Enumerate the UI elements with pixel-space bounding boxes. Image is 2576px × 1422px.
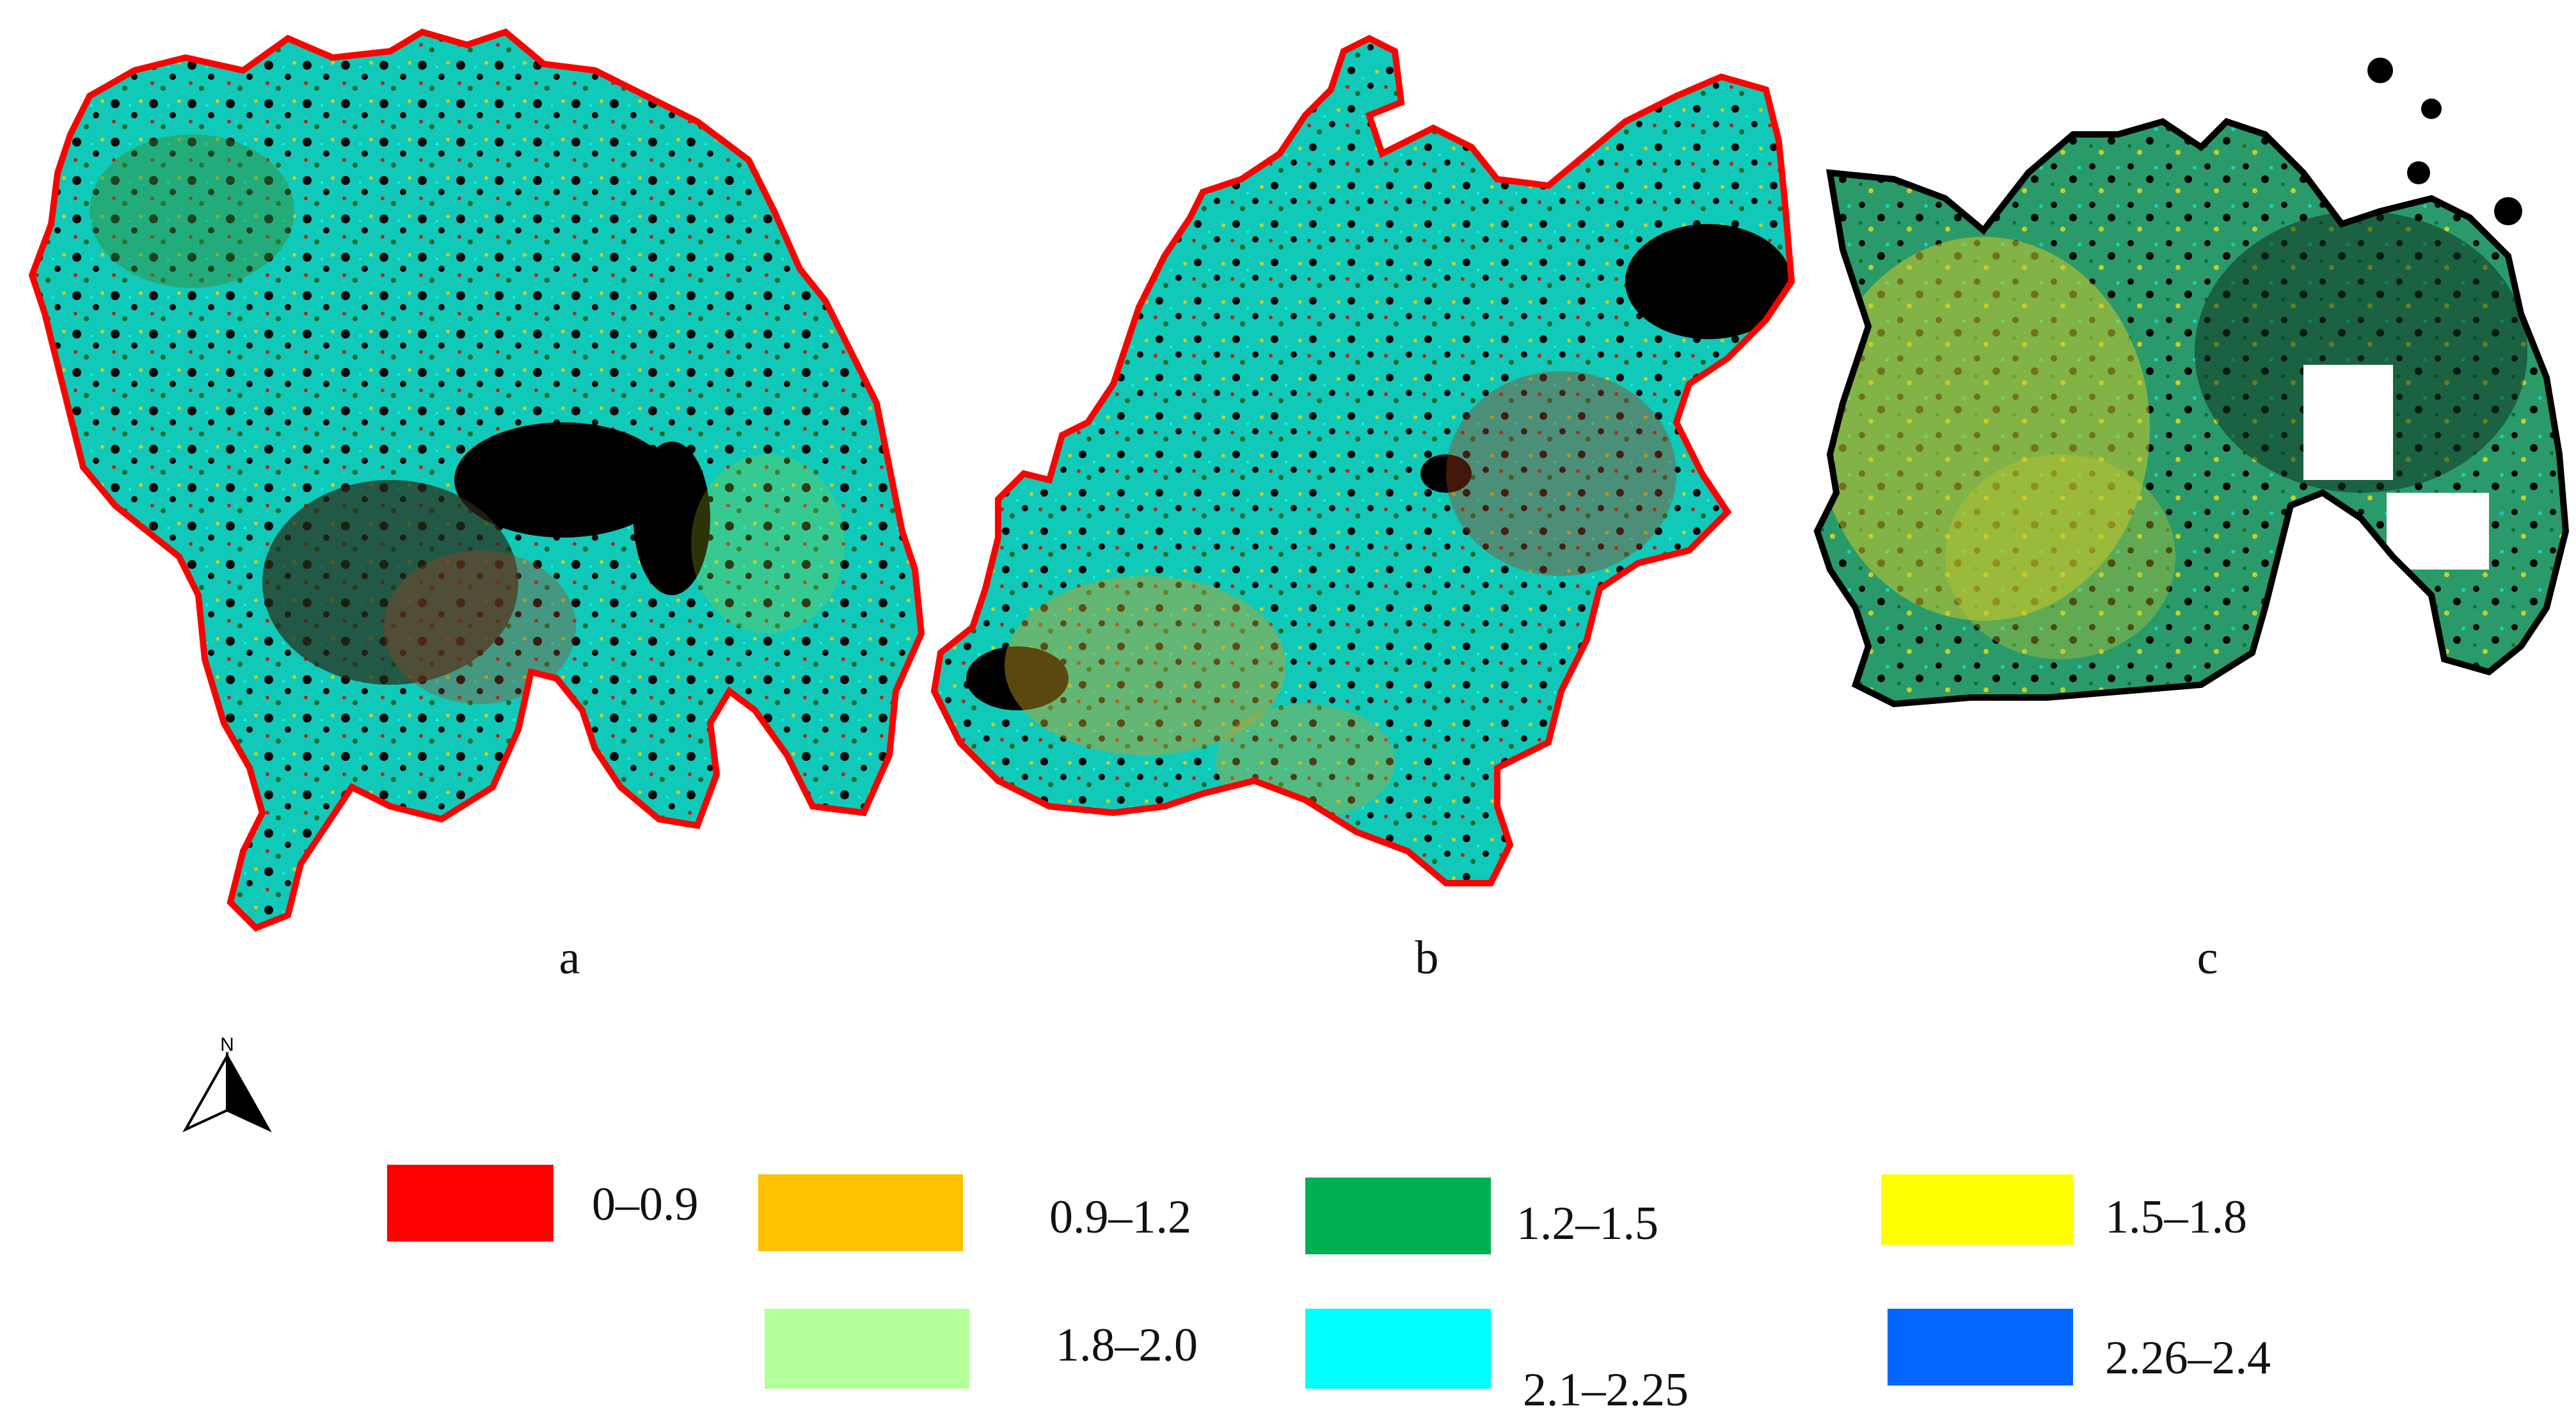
map-a	[28, 28, 925, 932]
legend-swatch-5	[1305, 1309, 1491, 1389]
legend-swatch-6	[1888, 1309, 2073, 1386]
panel-label-a: a	[559, 932, 580, 984]
legend-swatch-2	[1305, 1178, 1491, 1254]
north-arrow-icon: N	[182, 1034, 272, 1133]
panel-label-b: b	[1415, 932, 1439, 984]
legend-swatch-3	[1881, 1174, 2073, 1245]
legend-label-4: 1.8–2.0	[1056, 1319, 1198, 1371]
legend-swatch-1	[758, 1174, 963, 1251]
legend-label-2: 1.2–1.5	[1516, 1197, 1658, 1250]
legend-label-3: 1.5–1.8	[2105, 1191, 2247, 1243]
legend-label-1: 0.9–1.2	[1049, 1191, 1191, 1243]
legend-label-5: 2.1–2.25	[1523, 1364, 1689, 1416]
legend-label-0: 0–0.9	[592, 1178, 699, 1231]
map-c	[1813, 58, 2570, 708]
legend-label-6: 2.26–2.4	[2105, 1332, 2271, 1384]
legend-swatch-0	[387, 1165, 553, 1242]
map-b	[930, 35, 1795, 886]
north-letter: N	[220, 1034, 234, 1055]
legend-swatch-4	[765, 1309, 969, 1389]
panel-label-c: c	[2197, 932, 2218, 984]
